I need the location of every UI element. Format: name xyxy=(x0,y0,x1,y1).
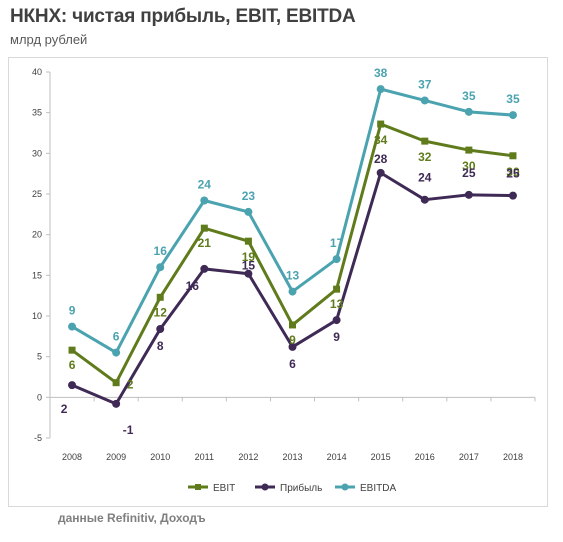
data-label-Прибыль: 16 xyxy=(186,279,200,293)
chart-subtitle: млрд рублей xyxy=(10,32,88,47)
x-tick-label: 2013 xyxy=(282,452,302,462)
data-point-EBIT xyxy=(156,293,164,301)
data-point-Прибыль xyxy=(68,381,77,390)
data-point-EBITDA xyxy=(508,111,517,120)
y-tick-label: 35 xyxy=(32,108,42,118)
legend-label-EBITDA: EBITDA xyxy=(360,483,396,494)
data-point-EBIT xyxy=(377,120,385,128)
y-tick-label: 0 xyxy=(37,392,42,402)
chart-title: НКНХ: чистая прибыль, EBIT, EBITDA xyxy=(10,6,356,27)
x-tick-label: 2018 xyxy=(503,452,523,462)
data-label-EBITDA: 24 xyxy=(198,178,212,192)
data-label-Прибыль: 25 xyxy=(462,166,476,180)
x-tick-label: 2016 xyxy=(415,452,435,462)
data-point-Прибыль xyxy=(420,195,429,204)
data-point-Прибыль xyxy=(464,190,473,199)
data-point-Прибыль xyxy=(112,399,121,408)
y-tick-label: 30 xyxy=(32,148,42,158)
data-label-EBIT: 32 xyxy=(418,150,432,164)
data-point-Прибыль xyxy=(244,269,253,278)
data-label-Прибыль: 15 xyxy=(242,259,256,273)
data-label-EBITDA: 13 xyxy=(286,269,300,283)
data-point-EBITDA xyxy=(420,96,429,105)
data-point-Прибыль xyxy=(508,191,517,200)
data-point-EBITDA xyxy=(332,255,341,264)
source-note: данные Refinitiv, Доходъ xyxy=(58,511,206,525)
series-line-EBITDA xyxy=(71,87,514,355)
y-tick-label: -5 xyxy=(34,433,42,443)
data-label-EBIT: 21 xyxy=(198,236,212,250)
data-label-EBITDA: 6 xyxy=(113,330,120,344)
data-point-EBIT xyxy=(333,285,341,293)
data-point-EBITDA xyxy=(68,322,77,331)
data-label-Прибыль: 8 xyxy=(157,339,164,353)
y-tick-label: 25 xyxy=(32,189,42,199)
data-point-Прибыль xyxy=(200,264,209,273)
data-point-EBIT xyxy=(421,137,429,145)
data-label-EBITDA: 23 xyxy=(242,189,256,203)
data-point-Прибыль xyxy=(332,316,341,325)
data-point-EBITDA xyxy=(244,207,253,216)
data-point-EBITDA xyxy=(376,85,385,94)
data-point-EBITDA xyxy=(112,348,121,357)
data-label-EBIT: 9 xyxy=(289,333,296,347)
data-point-EBIT xyxy=(68,346,76,354)
x-tick-label: 2017 xyxy=(459,452,479,462)
y-tick-label: 40 xyxy=(32,67,42,77)
x-tick-label: 2015 xyxy=(371,452,391,462)
x-tick-label: 2012 xyxy=(238,452,258,462)
data-point-Прибыль xyxy=(376,168,385,177)
x-tick-label: 2011 xyxy=(195,452,214,462)
y-tick-label: 20 xyxy=(32,230,42,240)
data-label-EBIT: 34 xyxy=(374,133,388,147)
data-label-EBIT: 12 xyxy=(154,305,168,319)
legend-marker-EBITDA xyxy=(341,483,349,491)
data-point-EBIT xyxy=(200,224,208,232)
data-label-EBIT: 30 xyxy=(462,159,476,173)
data-label-EBITDA: 35 xyxy=(462,89,476,103)
legend-marker-Прибыль xyxy=(261,483,269,491)
data-label-EBITDA: 38 xyxy=(374,66,388,80)
chart-frame xyxy=(8,57,548,507)
y-tick-label: 10 xyxy=(32,311,42,321)
data-label-Прибыль: 9 xyxy=(333,330,340,344)
data-point-EBITDA xyxy=(288,287,297,296)
y-tick-label: 15 xyxy=(32,270,42,280)
data-point-EBITDA xyxy=(464,107,473,116)
data-label-EBIT: 19 xyxy=(242,250,256,264)
x-tick-label: 2010 xyxy=(150,452,170,462)
data-label-EBITDA: 17 xyxy=(330,236,344,250)
data-label-EBITDA: 9 xyxy=(69,304,76,318)
data-label-EBIT: 2 xyxy=(127,378,134,392)
legend-label-Прибыль: Прибыль xyxy=(280,482,322,494)
data-label-Прибыль: 6 xyxy=(289,357,296,371)
data-label-EBITDA: 37 xyxy=(418,77,432,91)
data-label-EBITDA: 16 xyxy=(154,244,168,258)
data-point-Прибыль xyxy=(156,325,165,334)
data-label-EBIT: 13 xyxy=(330,297,344,311)
data-label-EBIT: 6 xyxy=(69,358,76,372)
x-tick-label: 2009 xyxy=(106,452,126,462)
legend-label-EBIT: EBIT xyxy=(213,483,235,494)
data-label-Прибыль: -1 xyxy=(123,423,134,437)
data-point-EBIT xyxy=(244,237,252,245)
data-point-EBITDA xyxy=(156,263,165,272)
data-point-EBITDA xyxy=(200,196,209,205)
data-label-Прибыль: 28 xyxy=(374,152,388,166)
data-label-EBIT: 30 xyxy=(506,165,520,179)
y-tick-label: 5 xyxy=(37,352,42,362)
x-tick-label: 2008 xyxy=(62,452,82,462)
legend-marker-EBIT xyxy=(195,484,201,490)
data-label-EBITDA: 35 xyxy=(506,92,520,106)
data-point-EBIT xyxy=(112,379,120,387)
data-point-Прибыль xyxy=(288,342,297,351)
data-label-Прибыль: 2 xyxy=(61,402,68,416)
x-tick-label: 2014 xyxy=(327,452,347,462)
data-point-EBIT xyxy=(289,321,296,329)
data-point-EBIT xyxy=(465,146,473,154)
data-label-Прибыль: 24 xyxy=(418,171,432,185)
data-label-Прибыль: 25 xyxy=(506,167,520,181)
data-point-EBIT xyxy=(509,152,517,160)
